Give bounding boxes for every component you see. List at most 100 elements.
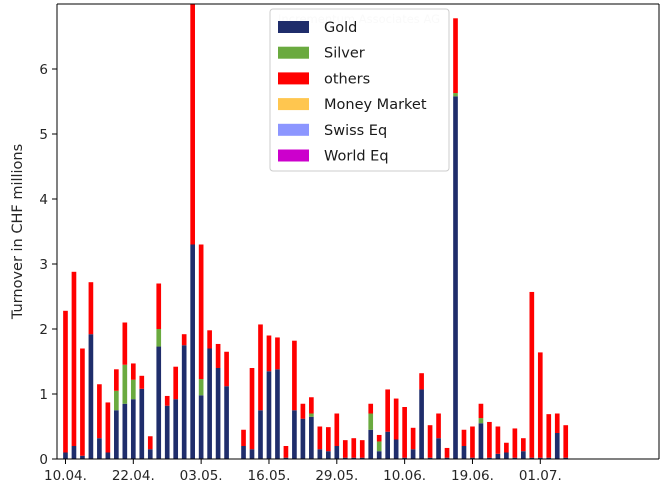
bar-others [309, 397, 314, 414]
y-tick-label: 4 [39, 192, 48, 208]
bar-gold [376, 451, 382, 459]
bar-silver [309, 413, 314, 417]
bar-gold [461, 446, 467, 459]
bar-silver [376, 441, 382, 452]
legend-swatch-silver [278, 46, 309, 59]
bar-silver [114, 390, 119, 411]
bar-others [453, 18, 458, 94]
legend-label-others: others [324, 71, 370, 87]
bar-others [198, 244, 204, 380]
legend-label-swiss-eq: Swiss Eq [324, 123, 387, 139]
x-tick-label: 10.04. [44, 468, 87, 484]
bar-gold [266, 371, 272, 459]
bar-others [190, 4, 195, 245]
bar-others [300, 403, 306, 419]
bar-gold [487, 457, 492, 459]
bar-others [419, 373, 424, 390]
legend-label-money-market: Money Market [324, 97, 427, 113]
bar-gold [114, 410, 119, 459]
bar-gold [444, 457, 450, 459]
bar-gold [71, 446, 77, 459]
x-tick-label: 16.05. [247, 468, 290, 484]
x-tick-label: 01.07. [519, 468, 562, 484]
bar-gold [122, 403, 128, 459]
bar-gold [546, 457, 552, 459]
bar-others [478, 403, 484, 419]
bar-gold [164, 405, 170, 459]
bar-others [504, 442, 509, 453]
bar-others [521, 438, 526, 452]
bar-others [487, 421, 492, 458]
x-tick-label: 10.06. [383, 468, 426, 484]
bar-others [258, 324, 263, 411]
bar-gold [88, 334, 94, 459]
bar-others [88, 282, 94, 335]
bar-others [317, 426, 323, 450]
bar-others [105, 402, 111, 453]
bar-others [359, 440, 365, 458]
bar-gold [470, 457, 475, 459]
bar-others [342, 440, 348, 458]
bar-gold [258, 410, 263, 459]
y-tick-label: 6 [39, 62, 48, 78]
bar-others [351, 438, 357, 458]
bar-others [164, 395, 170, 406]
bar-others [71, 271, 77, 446]
bar-silver [156, 329, 162, 347]
plot-area: Incrementum Associates AG012345610.04.22… [39, 3, 660, 484]
bar-gold [512, 457, 518, 459]
x-tick-label: 19.06. [451, 468, 494, 484]
x-tick-label: 29.05. [315, 468, 358, 484]
bar-gold [97, 438, 102, 459]
bar-others [325, 427, 331, 452]
bar-gold [300, 418, 306, 459]
bar-others [130, 363, 136, 380]
bar-gold [521, 451, 526, 459]
bar-others [427, 425, 433, 458]
bar-others [147, 436, 153, 450]
bar-gold [173, 399, 179, 459]
bar-gold [351, 457, 357, 459]
bar-silver [122, 364, 128, 404]
bar-others [537, 352, 543, 458]
bar-gold [334, 446, 340, 459]
bar-others [554, 413, 560, 433]
bar-gold [224, 386, 229, 459]
legend-label-world-eq: World Eq [324, 149, 389, 165]
bar-gold [207, 348, 212, 459]
legend-label-gold: Gold [324, 20, 357, 36]
bar-others [436, 413, 441, 439]
legend-swatch-swiss-eq [278, 123, 309, 136]
legend-swatch-others [278, 72, 309, 85]
bar-gold [215, 368, 221, 459]
bar-gold [359, 457, 365, 459]
bar-others [376, 434, 382, 442]
bar-others [224, 351, 229, 387]
bar-others [139, 375, 145, 389]
bar-others [470, 426, 475, 458]
bar-others [241, 429, 246, 446]
legend-swatch-money-market [278, 98, 309, 111]
bar-others [495, 426, 501, 454]
bar-others [410, 427, 416, 450]
y-axis-label: Turnover in CHF millions [10, 144, 26, 320]
y-tick-label: 2 [39, 322, 48, 338]
y-tick-label: 3 [39, 257, 48, 273]
bar-gold [147, 449, 153, 459]
bar-gold [393, 439, 399, 459]
bar-gold [198, 395, 204, 459]
bar-gold [453, 96, 458, 460]
bar-gold [63, 452, 68, 459]
legend-label-silver: Silver [324, 46, 365, 62]
bar-gold [181, 345, 187, 459]
bar-gold [478, 423, 484, 459]
bar-gold [436, 438, 441, 459]
bar-others [368, 403, 374, 414]
bar-gold [554, 433, 560, 459]
bar-silver [198, 379, 204, 396]
bar-gold [317, 449, 323, 459]
bar-silver [478, 418, 484, 424]
bar-others [563, 425, 569, 458]
bar-gold [241, 446, 246, 459]
bar-others [173, 366, 179, 400]
